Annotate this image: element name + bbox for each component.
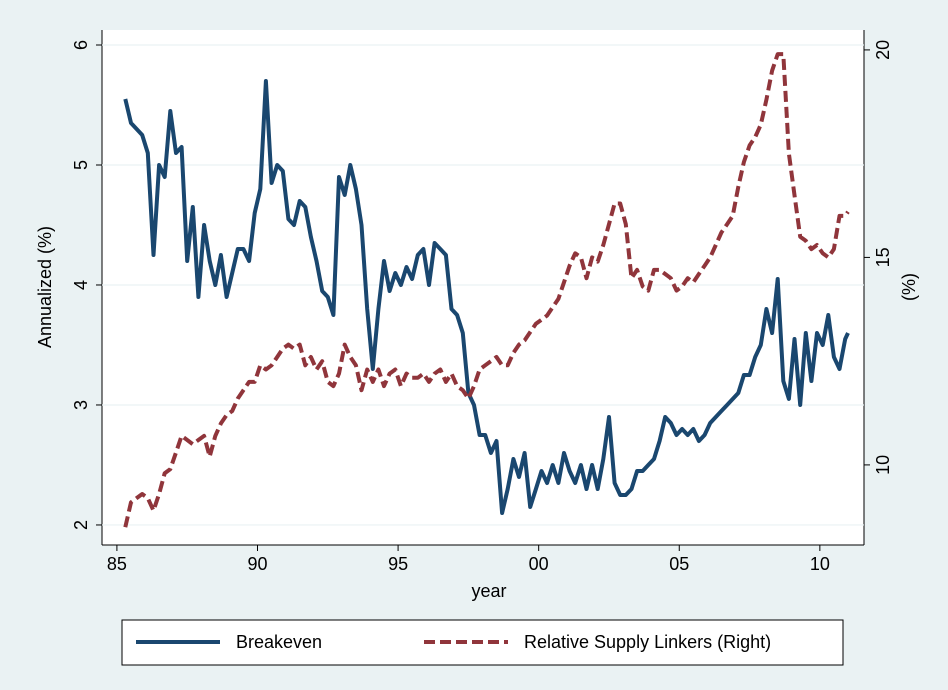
y2-tick-label: 15 (873, 247, 893, 267)
y2-tick-label: 20 (873, 40, 893, 60)
y-tick-label: 5 (71, 160, 91, 170)
legend-label: Relative Supply Linkers (Right) (524, 632, 771, 652)
series-line (123, 52, 850, 528)
y2-axis-label: (%) (899, 273, 919, 301)
y-tick-label: 6 (71, 40, 91, 50)
legend-label: Breakeven (236, 632, 322, 652)
series-line (123, 79, 850, 515)
x-tick-label: 10 (810, 554, 830, 574)
y-axis-label: Annualized (%) (35, 226, 55, 348)
x-tick-label: 90 (247, 554, 267, 574)
y-tick-label: 3 (71, 400, 91, 410)
plot-area (102, 30, 864, 545)
x-tick-label: 85 (107, 554, 127, 574)
y2-tick-label: 10 (873, 455, 893, 475)
x-tick-label: 00 (529, 554, 549, 574)
x-axis-label: year (471, 581, 506, 601)
x-tick-label: 95 (388, 554, 408, 574)
y-tick-label: 2 (71, 520, 91, 530)
x-tick-label: 05 (669, 554, 689, 574)
y-tick-label: 4 (71, 280, 91, 290)
